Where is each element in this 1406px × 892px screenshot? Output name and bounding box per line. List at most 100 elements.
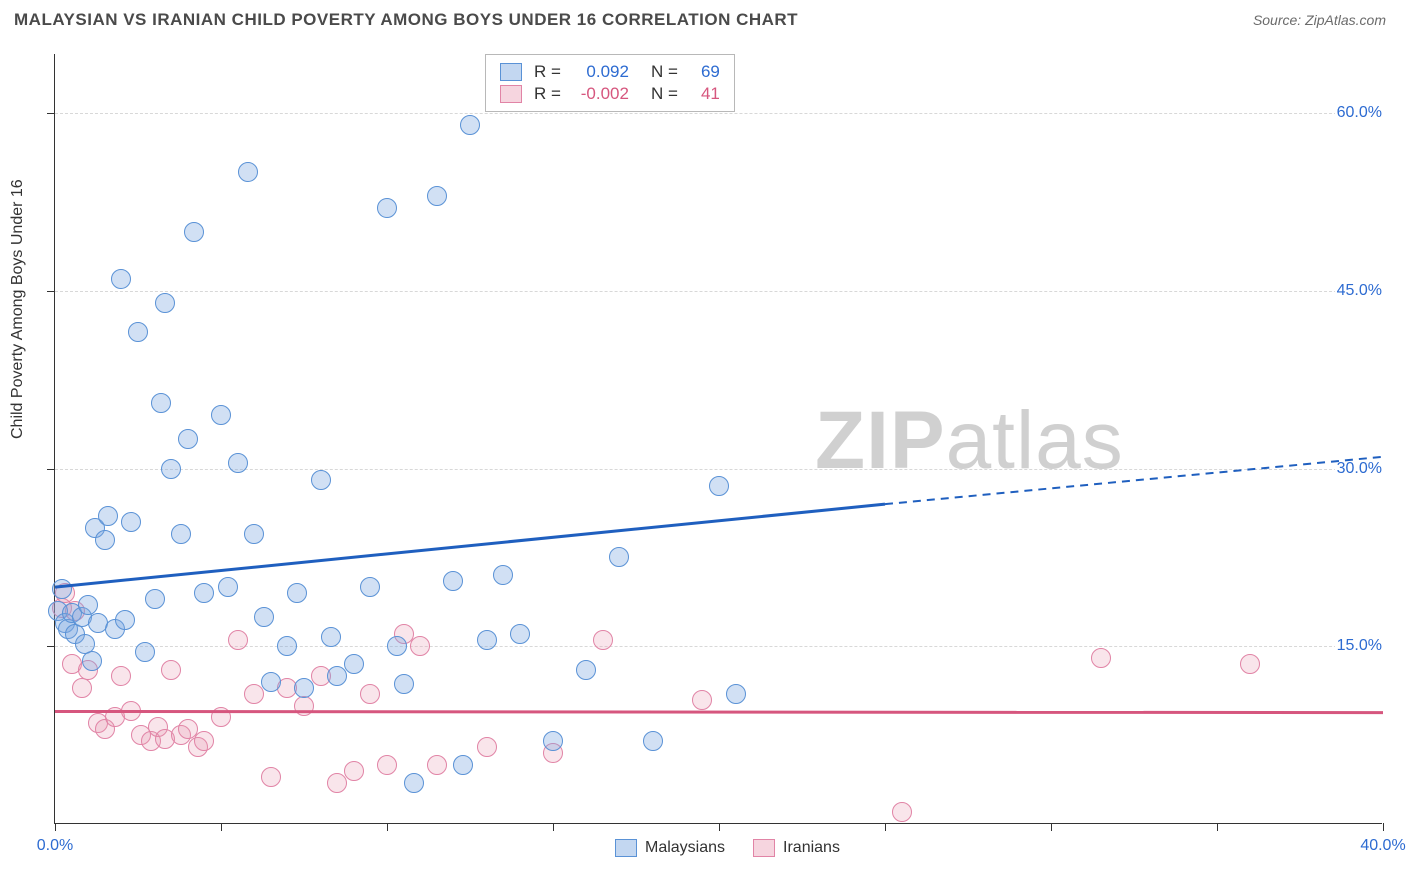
data-point	[115, 610, 135, 630]
n-value-iranians: 41	[690, 84, 720, 104]
swatch-iranians	[753, 839, 775, 857]
data-point	[410, 636, 430, 656]
source-attribution: Source: ZipAtlas.com	[1253, 12, 1386, 28]
data-point	[387, 636, 407, 656]
data-point	[360, 684, 380, 704]
x-tick	[1383, 823, 1384, 831]
r-value-iranians: -0.002	[573, 84, 629, 104]
data-point	[261, 672, 281, 692]
data-point	[98, 506, 118, 526]
gridline	[55, 646, 1382, 647]
n-value-malaysians: 69	[690, 62, 720, 82]
r-value-malaysians: 0.092	[573, 62, 629, 82]
data-point	[161, 459, 181, 479]
data-point	[211, 707, 231, 727]
data-point	[493, 565, 513, 585]
y-axis-label: 60.0%	[1335, 104, 1384, 122]
data-point	[477, 737, 497, 757]
x-tick	[55, 823, 56, 831]
data-point	[477, 630, 497, 650]
data-point	[211, 405, 231, 425]
scatter-chart: ZIPatlas R = 0.092 N = 69 R = -0.002 N =…	[54, 54, 1382, 824]
legend-label-iranians: Iranians	[783, 839, 840, 857]
data-point	[321, 627, 341, 647]
r-label: R =	[534, 62, 561, 82]
data-point	[121, 512, 141, 532]
data-point	[277, 636, 297, 656]
data-point	[228, 453, 248, 473]
data-point	[510, 624, 530, 644]
data-point	[294, 678, 314, 698]
x-tick	[553, 823, 554, 831]
data-point	[593, 630, 613, 650]
data-point	[427, 186, 447, 206]
data-point	[1091, 648, 1111, 668]
data-point	[52, 579, 72, 599]
data-point	[135, 642, 155, 662]
data-point	[261, 767, 281, 787]
y-axis-label: 45.0%	[1335, 282, 1384, 300]
data-point	[311, 470, 331, 490]
stats-legend-box: R = 0.092 N = 69 R = -0.002 N = 41	[485, 54, 735, 112]
data-point	[111, 269, 131, 289]
data-point	[145, 589, 165, 609]
data-point	[460, 115, 480, 135]
y-axis-label: 30.0%	[1335, 460, 1384, 478]
x-tick	[1051, 823, 1052, 831]
data-point	[287, 583, 307, 603]
data-point	[609, 547, 629, 567]
x-axis-label: 40.0%	[1360, 837, 1405, 855]
r-label: R =	[534, 84, 561, 104]
data-point	[171, 524, 191, 544]
chart-title: MALAYSIAN VS IRANIAN CHILD POVERTY AMONG…	[14, 10, 798, 30]
series-legend: Malaysians Iranians	[615, 839, 840, 857]
data-point	[178, 429, 198, 449]
data-point	[184, 222, 204, 242]
data-point	[244, 524, 264, 544]
data-point	[394, 674, 414, 694]
data-point	[238, 162, 258, 182]
data-point	[218, 577, 238, 597]
data-point	[576, 660, 596, 680]
data-point	[194, 583, 214, 603]
data-point	[643, 731, 663, 751]
x-tick	[885, 823, 886, 831]
data-point	[692, 690, 712, 710]
data-point	[294, 696, 314, 716]
data-point	[72, 678, 92, 698]
data-point	[161, 660, 181, 680]
data-point	[228, 630, 248, 650]
data-point	[1240, 654, 1260, 674]
x-tick	[1217, 823, 1218, 831]
data-point	[128, 322, 148, 342]
y-axis-title: Child Poverty Among Boys Under 16	[9, 179, 27, 439]
legend-label-malaysians: Malaysians	[645, 839, 725, 857]
data-point	[453, 755, 473, 775]
watermark: ZIPatlas	[815, 394, 1124, 488]
stats-row-malaysians: R = 0.092 N = 69	[500, 61, 720, 83]
data-point	[344, 654, 364, 674]
x-axis-label: 0.0%	[37, 837, 73, 855]
y-tick	[47, 469, 55, 470]
data-point	[344, 761, 364, 781]
data-point	[543, 731, 563, 751]
data-point	[82, 651, 102, 671]
swatch-malaysians	[500, 63, 522, 81]
legend-item-iranians: Iranians	[753, 839, 840, 857]
x-tick	[221, 823, 222, 831]
data-point	[377, 198, 397, 218]
x-tick	[387, 823, 388, 831]
y-tick	[47, 113, 55, 114]
legend-item-malaysians: Malaysians	[615, 839, 725, 857]
data-point	[427, 755, 447, 775]
data-point	[377, 755, 397, 775]
data-point	[155, 293, 175, 313]
gridline	[55, 113, 1382, 114]
data-point	[254, 607, 274, 627]
data-point	[709, 476, 729, 496]
x-tick	[719, 823, 720, 831]
y-axis-label: 15.0%	[1335, 637, 1384, 655]
gridline	[55, 291, 1382, 292]
stats-row-iranians: R = -0.002 N = 41	[500, 83, 720, 105]
swatch-iranians	[500, 85, 522, 103]
